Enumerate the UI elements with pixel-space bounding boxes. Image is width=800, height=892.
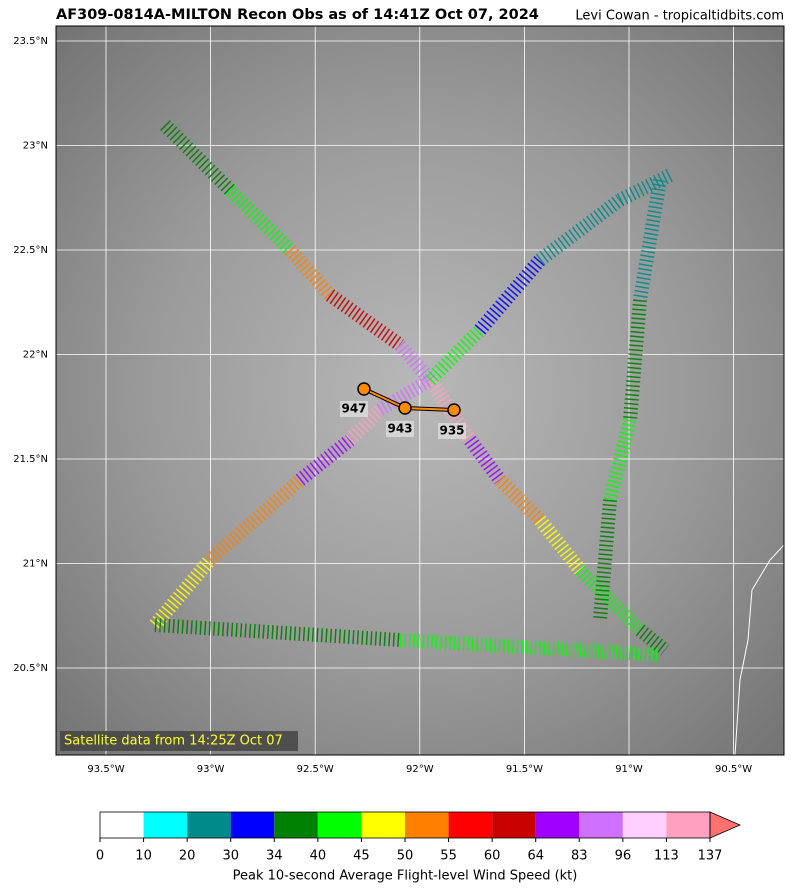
- colorbar-tick-label: 96: [615, 849, 632, 864]
- center-fix: [398, 401, 412, 415]
- caption: Satellite data from 14:25Z Oct 07: [64, 734, 283, 749]
- colorbar-segment: [187, 812, 231, 838]
- colorbar-tick-label: 20: [179, 849, 196, 864]
- track-segment: [149, 555, 216, 630]
- track-segment: [616, 168, 674, 207]
- lon-tick-label: 92.5°W: [297, 764, 334, 775]
- track-segment: [495, 475, 545, 525]
- colorbar-segment: [666, 812, 710, 838]
- track-segment: [593, 499, 617, 621]
- track-segment: [399, 633, 661, 662]
- colorbar-segment: [579, 812, 623, 838]
- track-segment: [160, 120, 235, 195]
- track-segment: [284, 245, 336, 300]
- colorbar-segment: [448, 812, 493, 838]
- lat-tick-label: 23°N: [23, 141, 48, 152]
- track-segment: [154, 618, 401, 647]
- caption-box: [60, 731, 298, 751]
- lat-tick-label: 22°N: [23, 350, 48, 361]
- axis-labels: 23.5°N 23°N 22.5°N 22°N 21.5°N 21°N 20.5°N 93.5…: [13, 36, 752, 775]
- colorbar-segment: [492, 812, 536, 838]
- lat-tick-label: 20.5°N: [13, 663, 48, 674]
- colorbar-segment: [405, 812, 449, 838]
- lon-tick-label: 91.5°W: [506, 764, 543, 775]
- lat-tick-label: 22.5°N: [13, 245, 48, 256]
- lat-tick-label: 21°N: [23, 559, 48, 570]
- coastline: [734, 544, 784, 755]
- colorbar: 0 10 20 30 34 40 45 50 55 60 64 83 96 113 137: [96, 811, 742, 864]
- colorbar-tick-label: 45: [353, 849, 370, 864]
- colorbar-tick-label: 40: [310, 849, 327, 864]
- colorbar-tick-label: 55: [440, 849, 457, 864]
- colorbar-segment: [100, 812, 144, 838]
- pressure-label: 935: [439, 424, 464, 438]
- lat-tick-label: 21.5°N: [13, 454, 48, 465]
- colorbar-tick-label: 34: [266, 849, 283, 864]
- track-segment: [575, 565, 645, 635]
- lon-tick-label: 91°W: [615, 764, 643, 775]
- colorbar-tick-label: 0: [96, 849, 104, 864]
- track-segment: [635, 624, 670, 656]
- track-segment: [603, 418, 637, 502]
- colorbar-tick-label: 113: [654, 849, 679, 864]
- lon-tick-label: 93.5°W: [87, 764, 124, 775]
- colorbar-label: Peak 10-second Average Flight-level Wind…: [233, 869, 578, 884]
- colorbar-segment: [622, 812, 667, 838]
- colorbar-segment: [317, 812, 362, 838]
- track-segment: [205, 474, 305, 566]
- colorbar-tick-label: 50: [397, 849, 414, 864]
- credit: Levi Cowan - tropicaltidbits.com: [575, 9, 784, 24]
- lat-tick-label: 23.5°N: [13, 36, 48, 47]
- colorbar-extension: [709, 811, 742, 839]
- track-segment: [225, 185, 295, 255]
- center-fix: [447, 403, 461, 417]
- colorbar-segment: [274, 812, 318, 838]
- colorbar-segment: [230, 812, 275, 838]
- center-fix: [357, 382, 371, 396]
- colorbar-tick-label: 137: [698, 849, 723, 864]
- pressure-label-box: [386, 421, 414, 437]
- pressure-label: 947: [341, 402, 366, 416]
- colorbar-tick-label: 64: [527, 849, 544, 864]
- colorbar-tick-label: 10: [135, 849, 152, 864]
- colorbar-segment: [143, 812, 188, 838]
- colorbar-segment: [361, 812, 405, 838]
- track-segment: [325, 289, 405, 351]
- track-segment: [623, 299, 647, 421]
- track-segment: [376, 373, 434, 417]
- lon-tick-label: 90.5°W: [715, 764, 752, 775]
- track-segment: [534, 515, 586, 575]
- track-segment: [425, 325, 485, 385]
- track-segment: [535, 194, 625, 266]
- flight-track: 947 943 935: [149, 120, 674, 662]
- lon-tick-label: 93°W: [197, 764, 225, 775]
- colorbar-tick-label: 83: [571, 849, 588, 864]
- colorbar-tick-label: 30: [222, 849, 239, 864]
- title: AF309-0814A-MILTON Recon Obs as of 14:41…: [56, 7, 539, 23]
- colorbar-tick-label: 60: [484, 849, 501, 864]
- pressure-label-box: [340, 401, 368, 417]
- map-frame: [55, 25, 785, 756]
- pressure-label: 943: [387, 422, 412, 436]
- map-area: 947 943 935: [56, 26, 784, 755]
- track-segment: [295, 434, 355, 486]
- colorbar-segment: [535, 812, 580, 838]
- track-segment: [394, 340, 436, 385]
- track-segment: [464, 435, 506, 485]
- lon-tick-label: 92°W: [406, 764, 434, 775]
- pressure-label-box: [438, 423, 466, 439]
- track-segment: [474, 255, 546, 335]
